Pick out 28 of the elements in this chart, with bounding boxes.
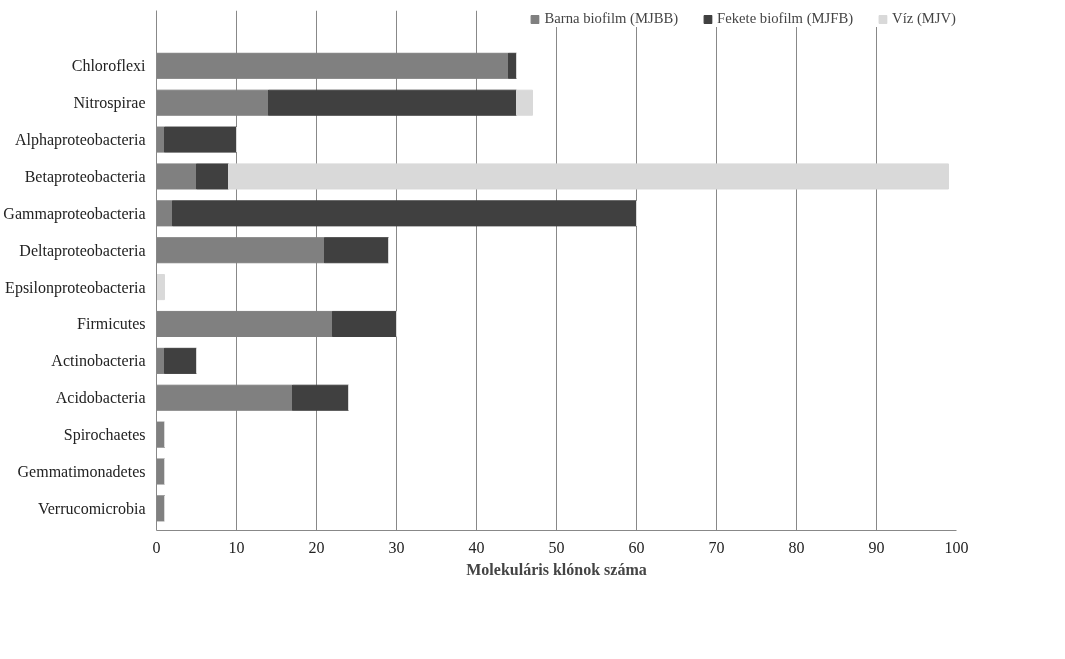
legend-label: Fekete biofilm (MJFB)	[717, 10, 854, 27]
y-tick-label: Spirochaetes	[63, 426, 146, 445]
y-tick-label: Chloroflexi	[71, 57, 147, 75]
y-tick-label: Gemmatimonadetes	[17, 462, 146, 480]
x-tick-label: 10	[228, 538, 245, 556]
x-tick-label: 30	[388, 538, 405, 556]
y-tick-label: Betaproteobacteria	[24, 167, 146, 186]
legend-label: Barna biofilm (MJBB)	[544, 10, 679, 27]
legend-label: Víz (MJV)	[892, 10, 956, 27]
x-tick-label: 100	[944, 538, 969, 556]
x-tick-label: 20	[308, 538, 325, 556]
x-tick-label: 60	[628, 538, 645, 556]
x-tick-label: 0	[152, 538, 161, 556]
y-tick-label: Firmicutes	[77, 315, 146, 333]
x-axis-title: Molekuláris klónok száma	[466, 560, 647, 578]
y-tick-label: Actinobacteria	[51, 352, 146, 370]
y-tick-label: Nitrospirae	[73, 94, 146, 113]
y-tick-label: Verrucomicrobia	[37, 499, 146, 517]
x-tick-label: 50	[548, 538, 565, 556]
y-tick-label: Deltaproteobacteria	[19, 241, 146, 260]
x-tick-label: 40	[468, 538, 485, 556]
y-tick-label: Gammaproteobacteria	[3, 204, 146, 223]
y-tick-label: Acidobacteria	[55, 389, 146, 407]
x-tick-label: 80	[788, 538, 805, 556]
x-tick-label: 70	[708, 538, 725, 556]
y-tick-label: Alphaproteobacteria	[14, 131, 146, 150]
y-tick-label: Epsilonproteobacteria	[5, 278, 146, 297]
x-tick-label: 90	[868, 538, 885, 556]
